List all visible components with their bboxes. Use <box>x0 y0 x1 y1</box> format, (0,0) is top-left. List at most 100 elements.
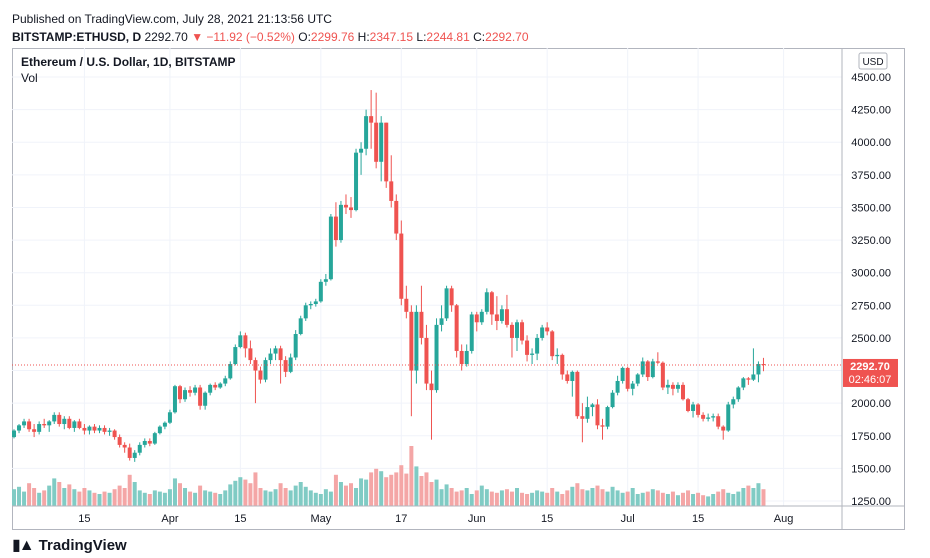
volume-bar <box>384 477 389 506</box>
candle-body <box>122 444 127 448</box>
candle-body <box>137 444 142 453</box>
candle-body <box>318 281 323 302</box>
volume-bar <box>530 492 535 506</box>
y-tick-label: 4000.00 <box>851 137 891 149</box>
candle-body <box>92 426 97 431</box>
candle-body <box>409 311 414 371</box>
candle-body <box>22 421 27 426</box>
candle-body <box>293 334 298 358</box>
y-tick-label: 3250.00 <box>851 235 891 247</box>
volume-bar <box>238 477 243 506</box>
volume-bar <box>570 486 575 506</box>
volume-bar <box>52 478 57 506</box>
volume-bar <box>565 490 570 506</box>
volume-bar <box>127 474 132 506</box>
candle-body <box>680 384 685 400</box>
candle-body <box>726 404 731 431</box>
volume-bar <box>610 486 615 506</box>
candle-body <box>132 452 137 458</box>
candle-body <box>746 378 751 380</box>
candle-body <box>147 440 152 444</box>
volume-bar <box>389 474 394 506</box>
volume-bar <box>615 490 620 506</box>
candle-body <box>359 148 364 153</box>
volume-bar <box>660 492 665 506</box>
open-label: O: <box>298 30 311 44</box>
candle-body <box>162 422 167 427</box>
candle-body <box>474 314 479 323</box>
volume-bar <box>535 490 540 506</box>
candle-body <box>223 378 228 384</box>
volume-bar <box>600 489 605 506</box>
volume-bar <box>359 478 364 506</box>
candle-body <box>520 322 525 341</box>
close-label: C: <box>473 30 486 44</box>
volume-bar <box>424 472 429 506</box>
y-tick-label: 3750.00 <box>851 170 891 182</box>
volume-bar <box>399 465 404 506</box>
volume-bar <box>499 490 504 506</box>
candle-body <box>419 311 424 338</box>
volume-bar <box>635 494 640 506</box>
candle-body <box>112 430 117 438</box>
volume-bar <box>263 490 268 506</box>
y-tick-label: 2750.00 <box>851 300 891 312</box>
last-price: 2292.70 <box>144 30 188 44</box>
last-price-value: 2292.70 <box>850 361 890 373</box>
volume-bar <box>77 491 82 506</box>
volume-bar <box>686 490 691 506</box>
volume-bar <box>233 480 238 506</box>
candles <box>12 90 766 462</box>
volume-bar <box>308 490 313 506</box>
volume-bar <box>595 485 600 506</box>
volume-bar <box>162 492 167 506</box>
candle-body <box>630 383 635 389</box>
volume-bar <box>303 486 308 506</box>
candle-body <box>560 354 565 375</box>
candle-body <box>127 447 132 458</box>
currency-badge[interactable]: USD <box>862 57 883 68</box>
close-value: 2292.70 <box>485 30 529 44</box>
candle-body <box>711 416 716 418</box>
volume-bar <box>253 472 258 506</box>
volume-bar <box>102 491 107 506</box>
candle-body <box>751 374 756 380</box>
volume-bar <box>193 492 198 506</box>
candle-body <box>540 327 545 338</box>
volume-bar <box>333 474 338 506</box>
volume-bar <box>655 490 660 506</box>
candle-body <box>354 152 359 211</box>
candle-body <box>580 416 585 419</box>
candle-body <box>77 421 82 428</box>
candle-body <box>515 322 519 338</box>
candle-body <box>97 427 102 431</box>
volume-bar <box>42 490 47 506</box>
candle-body <box>87 426 92 431</box>
candle-body <box>756 364 761 375</box>
candle-body <box>37 424 42 432</box>
volume-bar <box>449 488 454 506</box>
volume-bar <box>464 488 469 506</box>
volume-bar <box>545 492 550 506</box>
volume-bar <box>57 482 62 506</box>
candle-body <box>298 318 303 335</box>
candle-body <box>660 362 665 388</box>
volume-bar <box>680 492 685 506</box>
volume-bar <box>439 489 444 506</box>
y-tick-label: 1500.00 <box>851 463 891 475</box>
time-axis[interactable]: 15 Apr 15 May 17 Jun 15 Jul 15 Aug <box>78 513 793 525</box>
volume-bar <box>575 483 580 506</box>
volume-bar <box>188 491 193 506</box>
high-label: H: <box>357 30 370 44</box>
volume-bar <box>650 489 655 506</box>
currency-badge-box[interactable] <box>858 52 888 70</box>
volume-bar <box>444 484 449 506</box>
candle-body <box>248 348 253 361</box>
volume-bar <box>540 491 545 506</box>
price-axis[interactable]: 4500.00 4250.00 4000.00 3750.00 3500.00 3250.… <box>851 72 891 508</box>
volume-bar <box>736 491 741 506</box>
volume-bar <box>152 490 157 506</box>
x-tick-label: Apr <box>161 513 178 525</box>
candle-body <box>444 288 449 319</box>
